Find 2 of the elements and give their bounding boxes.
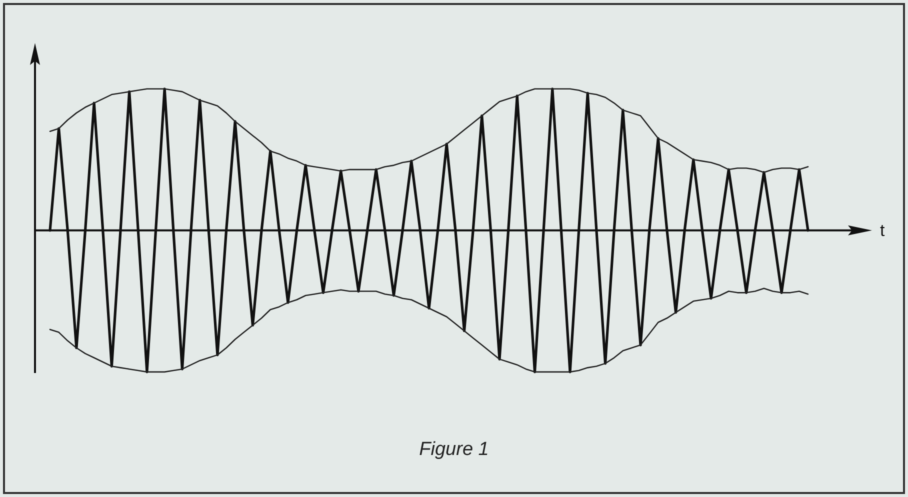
x-axis-title: t bbox=[880, 220, 885, 240]
caption: Figure 1 bbox=[419, 439, 489, 460]
